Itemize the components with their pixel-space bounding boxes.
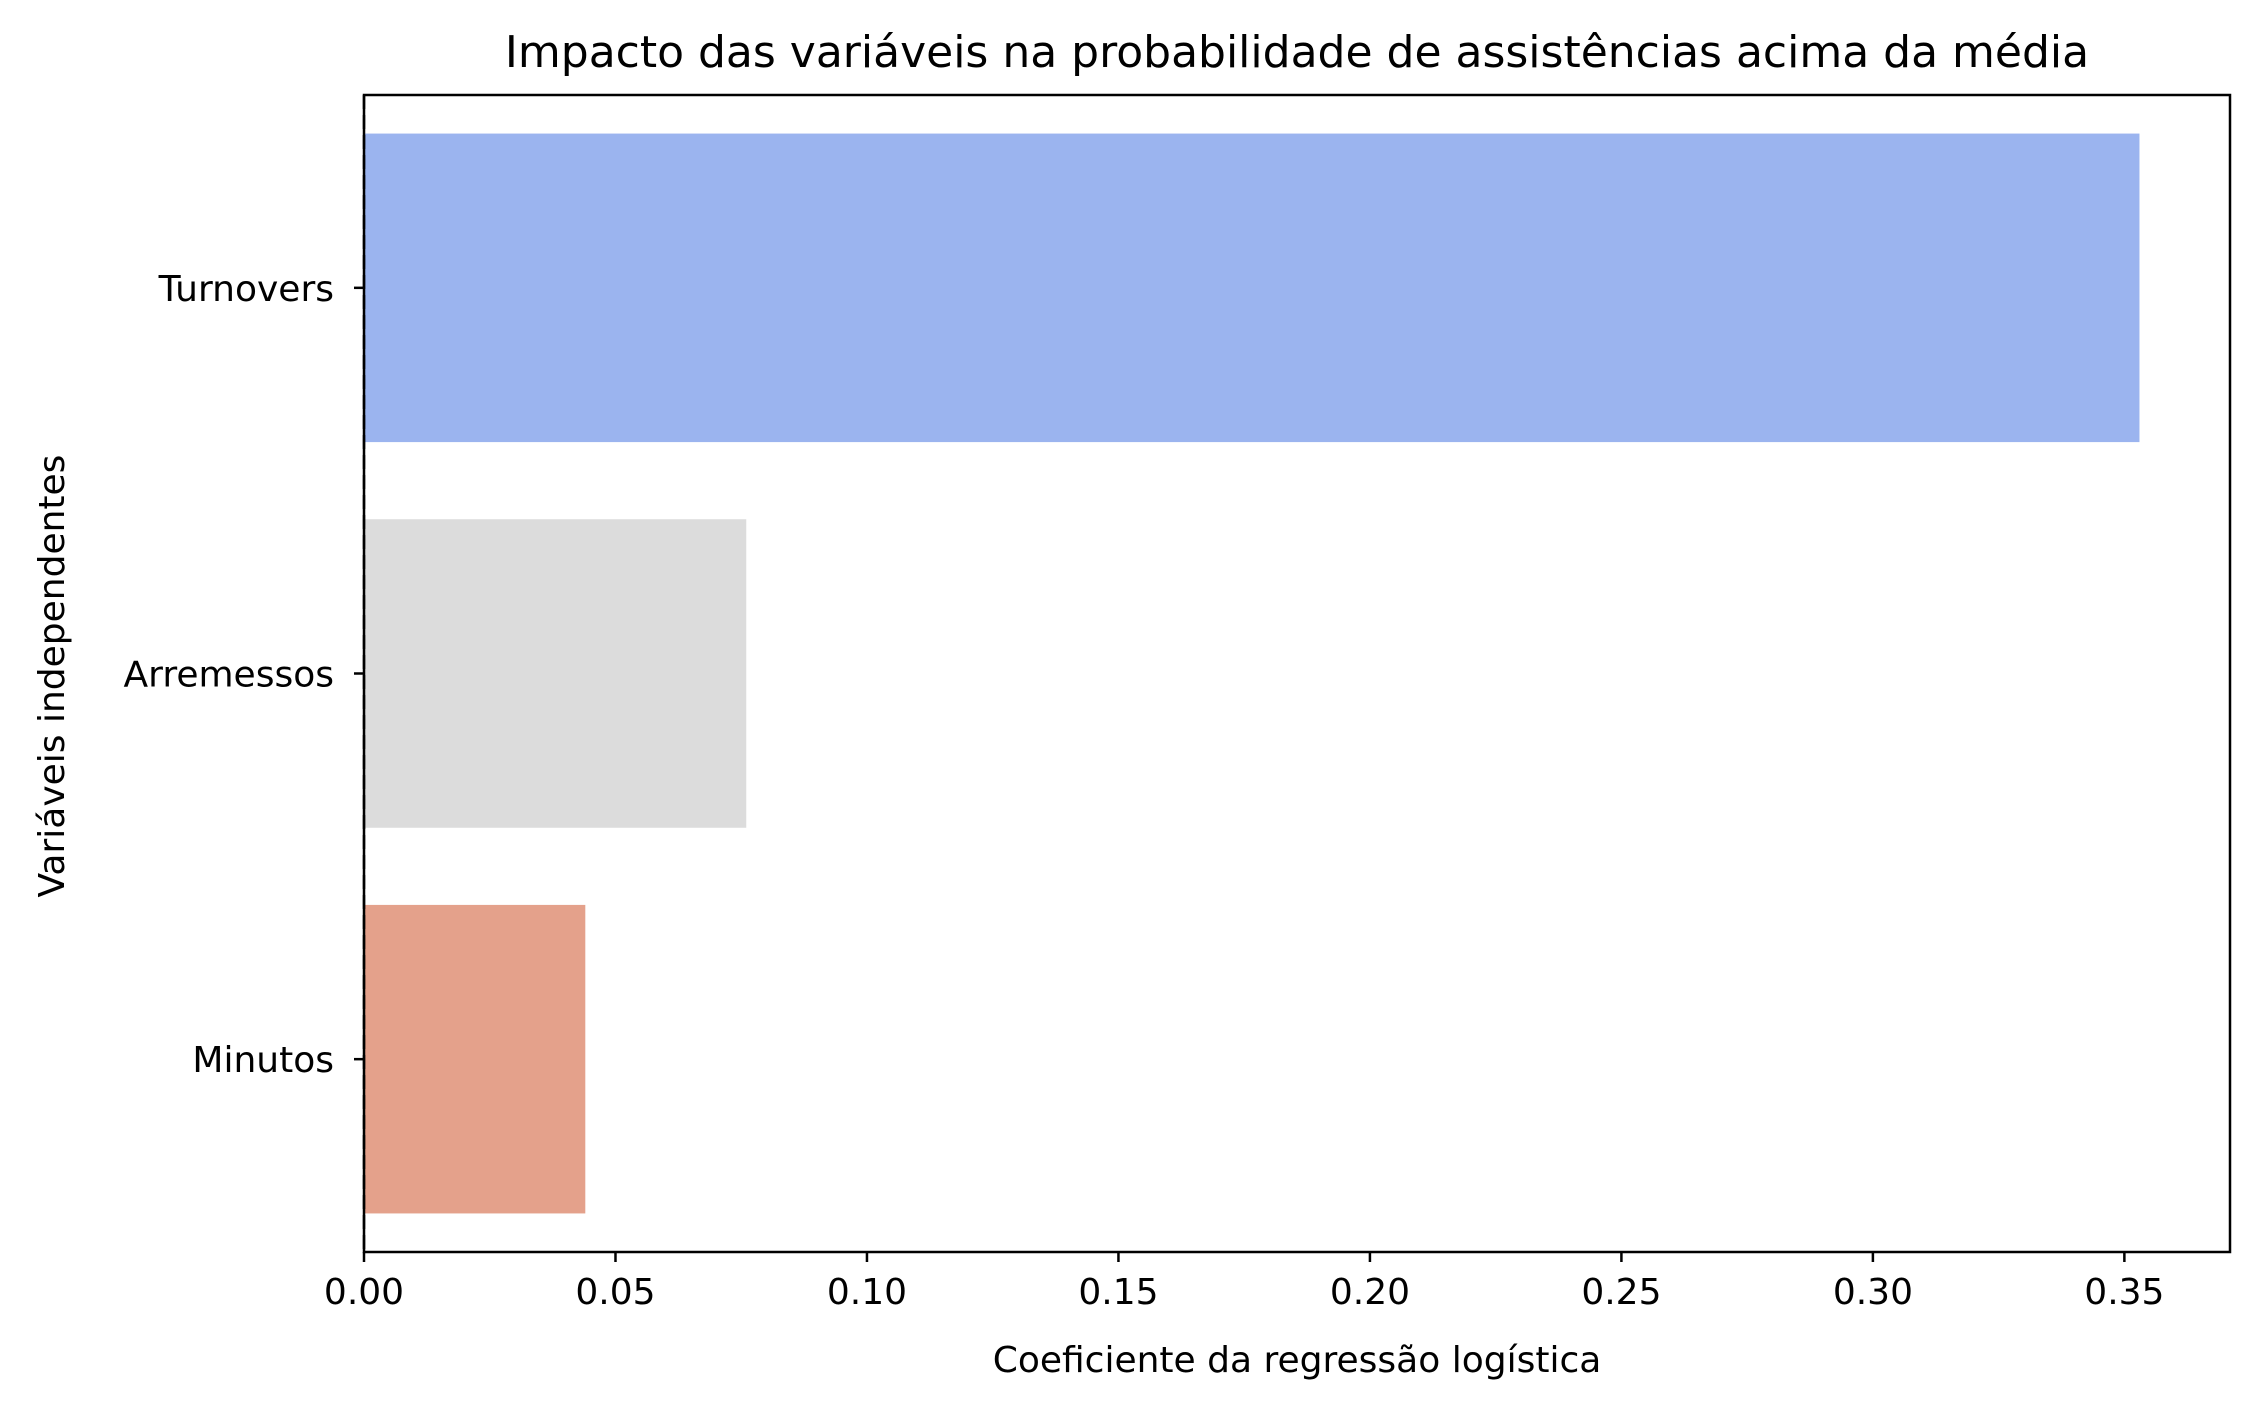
chart-title: Impacto das variáveis na probabilidade d… [505, 27, 2089, 78]
y-axis-ticks: Turnovers Arremessos Minutos [124, 269, 364, 1081]
x-tick-label: 0.20 [1330, 1272, 1410, 1313]
x-tick-label: 0.35 [2084, 1272, 2164, 1313]
bars-group [364, 133, 2140, 1214]
bar-arremessos [364, 519, 747, 828]
bar-minutos [364, 904, 586, 1214]
y-tick-label: Arremessos [124, 655, 334, 696]
x-tick-label: 0.30 [1833, 1272, 1913, 1313]
x-tick-label: 0.15 [1078, 1272, 1158, 1313]
bar-turnovers [364, 133, 2140, 443]
x-axis-ticks: 0.00 0.05 0.10 0.15 0.20 0.25 0.30 0.35 [324, 1252, 2164, 1313]
x-tick-label: 0.10 [827, 1272, 907, 1313]
x-axis-label: Coeficiente da regressão logística [993, 1340, 1602, 1381]
x-tick-label: 0.00 [324, 1272, 404, 1313]
y-axis-label: Variáveis independentes [32, 455, 73, 898]
y-tick-label: Minutos [192, 1040, 334, 1081]
x-tick-label: 0.25 [1581, 1272, 1661, 1313]
x-tick-label: 0.05 [575, 1272, 655, 1313]
y-tick-label: Turnovers [158, 269, 334, 310]
